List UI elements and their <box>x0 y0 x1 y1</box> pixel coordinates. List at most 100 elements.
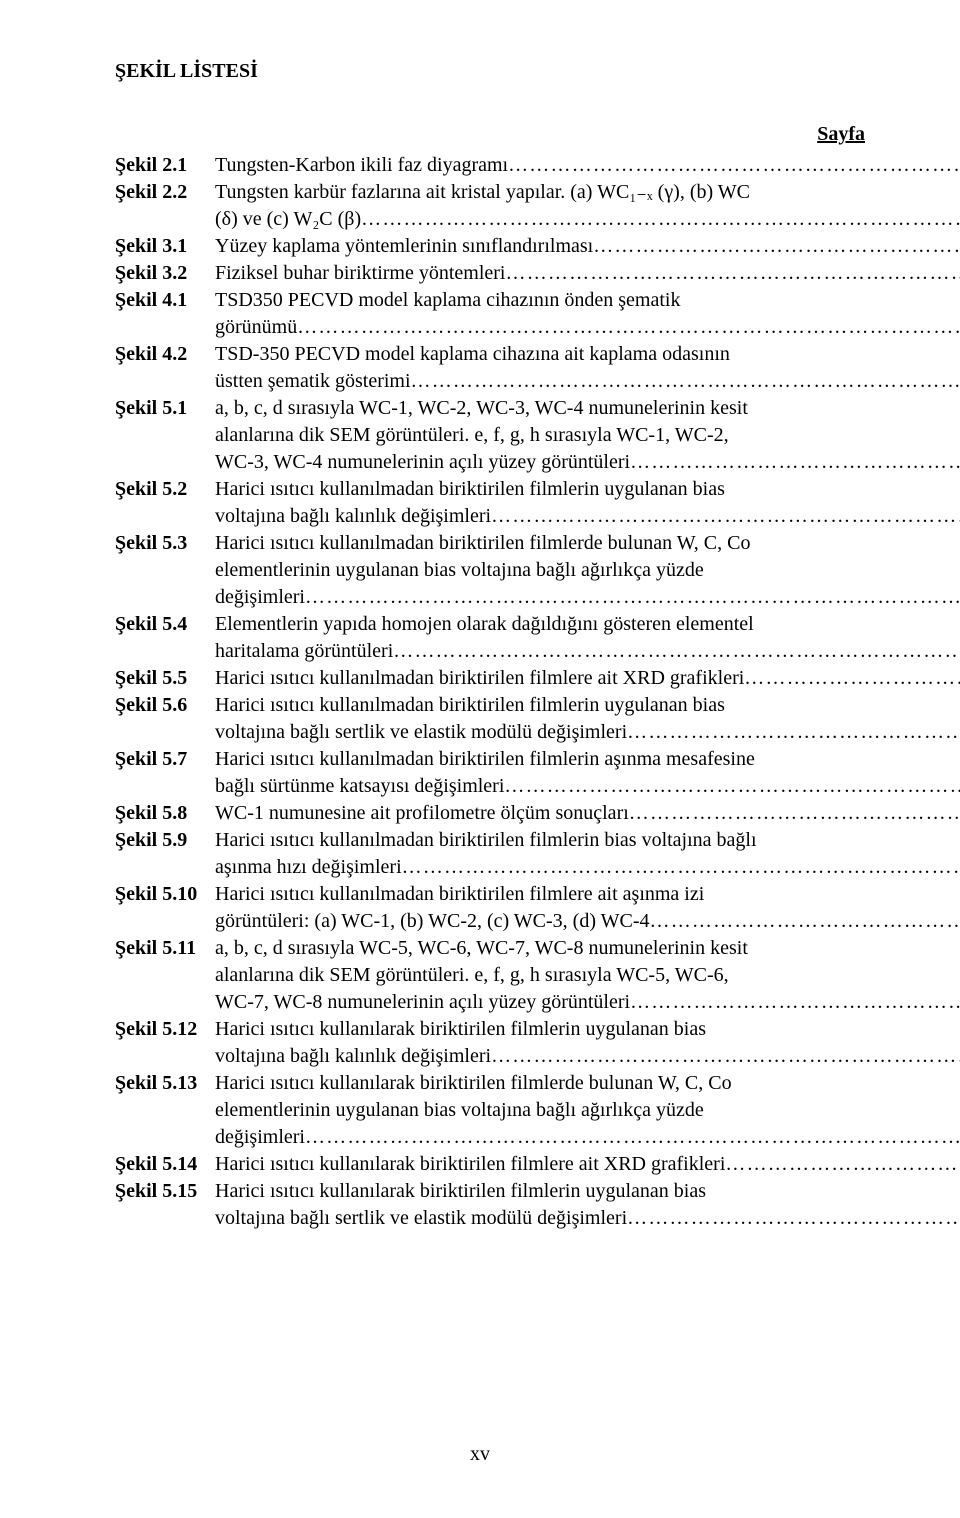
figure-description: a, b, c, d sırasıyla WC-1, WC-2, WC-3, W… <box>215 395 960 476</box>
figure-description-line: değişimleri……………………………………………………………………………… <box>215 584 960 611</box>
page-column-header: Sayfa <box>115 123 865 146</box>
figure-label: Şekil 5.7 <box>115 746 215 773</box>
figure-label: Şekil 5.12 <box>115 1016 215 1043</box>
figure-entry: Şekil 5.1a, b, c, d sırasıyla WC-1, WC-2… <box>115 395 865 476</box>
figure-description-text: voltajına bağlı sertlik ve elastik modül… <box>215 1205 627 1232</box>
dot-leader: …………………………………………………………………………………………………………… <box>393 638 960 665</box>
page-column-header-text: Sayfa <box>817 123 865 146</box>
figure-description-line: WC-1 numunesine ait profilometre ölçüm s… <box>215 800 960 827</box>
figure-entry: Şekil 5.4Elementlerin yapıda homojen ola… <box>115 611 865 665</box>
figure-description-text: voltajına bağlı kalınlık değişimleri <box>215 1043 491 1070</box>
figure-description-text: bağlı sürtünme katsayısı değişimleri <box>215 773 504 800</box>
figure-description: Harici ısıtıcı kullanılmadan biriktirile… <box>215 530 960 611</box>
figure-description-text: WC-1 numunesine ait profilometre ölçüm s… <box>215 800 629 827</box>
figure-description-text: Fiziksel buhar biriktirme yöntemleri <box>215 260 506 287</box>
figure-entry: Şekil 3.1Yüzey kaplama yöntemlerinin sın… <box>115 233 865 260</box>
figure-description-text: Harici ısıtıcı kullanılarak biriktirilen… <box>215 1151 725 1178</box>
figure-description-line: görünümü……………………………………………………………………………………… <box>215 314 960 341</box>
figure-description-line: voltajına bağlı kalınlık değişimleri…………… <box>215 1043 960 1070</box>
dot-leader: …………………………………………………………………………………………………………… <box>402 854 960 881</box>
document-page: ŞEKİL LİSTESİ Sayfa Şekil 2.1Tungsten-Ka… <box>0 0 960 1518</box>
dot-leader: …………………………………………………………………………………………………………… <box>630 989 960 1016</box>
figure-description-line: Elementlerin yapıda homojen olarak dağıl… <box>215 611 960 638</box>
figure-description-line: değişimleri……………………………………………………………………………… <box>215 1124 960 1151</box>
figure-description: TSD350 PECVD model kaplama cihazının önd… <box>215 287 960 341</box>
figure-description-text: Yüzey kaplama yöntemlerinin sınıflandırı… <box>215 233 593 260</box>
dot-leader: …………………………………………………………………………………………………………… <box>411 368 960 395</box>
figure-description-text: görüntüleri: (a) WC-1, (b) WC-2, (c) WC-… <box>215 908 650 935</box>
figure-label: Şekil 5.2 <box>115 476 215 503</box>
figure-description-text: Tungsten-Karbon ikili faz diyagramı <box>215 152 508 179</box>
figure-label: Şekil 5.9 <box>115 827 215 854</box>
figure-description-line: elementlerinin uygulanan bias voltajına … <box>215 1097 960 1124</box>
figure-description-line: Tungsten-Karbon ikili faz diyagramı……………… <box>215 152 960 179</box>
figure-description-line: haritalama görüntüleri………………………………………………… <box>215 638 960 665</box>
figure-entry: Şekil 5.2Harici ısıtıcı kullanılmadan bi… <box>115 476 865 530</box>
figure-entry: Şekil 5.6Harici ısıtıcı kullanılmadan bi… <box>115 692 865 746</box>
figure-description-text: voltajına bağlı kalınlık değişimleri <box>215 503 491 530</box>
figure-entry: Şekil 2.2Tungsten karbür fazlarına ait k… <box>115 179 865 233</box>
figure-description-text: (δ) ve (c) W₂C (β) <box>215 206 361 233</box>
figure-description-text: WC-7, WC-8 numunelerinin açılı yüzey gör… <box>215 989 630 1016</box>
figure-entry: Şekil 5.3Harici ısıtıcı kullanılmadan bi… <box>115 530 865 611</box>
figure-description-line: Yüzey kaplama yöntemlerinin sınıflandırı… <box>215 233 960 260</box>
figure-entry: Şekil 5.10Harici ısıtıcı kullanılmadan b… <box>115 881 865 935</box>
figure-description-line: Harici ısıtıcı kullanılmadan biriktirile… <box>215 665 960 692</box>
figure-description: Harici ısıtıcı kullanılmadan biriktirile… <box>215 665 960 692</box>
figure-description-line: Harici ısıtıcı kullanılarak biriktirilen… <box>215 1016 960 1043</box>
figure-description: Harici ısıtıcı kullanılarak biriktirilen… <box>215 1016 960 1070</box>
dot-leader: …………………………………………………………………………………………………………… <box>508 152 960 179</box>
dot-leader: …………………………………………………………………………………………………………… <box>361 206 960 233</box>
figure-label: Şekil 5.8 <box>115 800 215 827</box>
figure-label: Şekil 2.2 <box>115 179 215 206</box>
figure-description-text: görünümü <box>215 314 297 341</box>
figure-description-line: Harici ısıtıcı kullanılmadan biriktirile… <box>215 746 960 773</box>
figure-description-line: TSD-350 PECVD model kaplama cihazına ait… <box>215 341 960 368</box>
figure-description-line: Harici ısıtıcı kullanılmadan biriktirile… <box>215 692 960 719</box>
figure-description-text: voltajına bağlı sertlik ve elastik modül… <box>215 719 627 746</box>
figure-description-line: görüntüleri: (a) WC-1, (b) WC-2, (c) WC-… <box>215 908 960 935</box>
figure-description: Harici ısıtıcı kullanılmadan biriktirile… <box>215 746 960 800</box>
figure-description: Harici ısıtıcı kullanılmadan biriktirile… <box>215 692 960 746</box>
figure-description: Harici ısıtıcı kullanılmadan biriktirile… <box>215 827 960 881</box>
figure-label: Şekil 5.6 <box>115 692 215 719</box>
figure-description: Harici ısıtıcı kullanılarak biriktirilen… <box>215 1151 960 1178</box>
figure-entry: Şekil 5.7Harici ısıtıcı kullanılmadan bi… <box>115 746 865 800</box>
figure-description-line: Harici ısıtıcı kullanılarak biriktirilen… <box>215 1151 960 1178</box>
dot-leader: …………………………………………………………………………………………………………… <box>744 665 960 692</box>
figure-description-line: alanlarına dik SEM görüntüleri. e, f, g,… <box>215 962 960 989</box>
dot-leader: …………………………………………………………………………………………………………… <box>504 773 960 800</box>
figure-label: Şekil 5.10 <box>115 881 215 908</box>
figure-description-line: Tungsten karbür fazlarına ait kristal ya… <box>215 179 960 206</box>
figure-entry: Şekil 5.8WC-1 numunesine ait profilometr… <box>115 800 865 827</box>
dot-leader: …………………………………………………………………………………………………………… <box>593 233 960 260</box>
figure-description-line: Fiziksel buhar biriktirme yöntemleri…………… <box>215 260 960 287</box>
figure-description-line: voltajına bağlı sertlik ve elastik modül… <box>215 1205 960 1232</box>
figure-label: Şekil 5.15 <box>115 1178 215 1205</box>
figure-entry: Şekil 5.9Harici ısıtıcı kullanılmadan bi… <box>115 827 865 881</box>
figure-description-line: üstten şematik gösterimi…………………………………………… <box>215 368 960 395</box>
dot-leader: …………………………………………………………………………………………………………… <box>627 1205 960 1232</box>
figure-entry: Şekil 4.1TSD350 PECVD model kaplama ciha… <box>115 287 865 341</box>
figure-entry: Şekil 5.13Harici ısıtıcı kullanılarak bi… <box>115 1070 865 1151</box>
figure-description: Harici ısıtıcı kullanılmadan biriktirile… <box>215 476 960 530</box>
dot-leader: …………………………………………………………………………………………………………… <box>297 314 960 341</box>
figure-description-text: değişimleri <box>215 1124 305 1151</box>
figure-description-line: alanlarına dik SEM görüntüleri. e, f, g,… <box>215 422 960 449</box>
figure-label: Şekil 5.5 <box>115 665 215 692</box>
dot-leader: …………………………………………………………………………………………………………… <box>305 584 960 611</box>
figure-description-line: TSD350 PECVD model kaplama cihazının önd… <box>215 287 960 314</box>
dot-leader: …………………………………………………………………………………………………………… <box>725 1151 960 1178</box>
figure-list: Şekil 2.1Tungsten-Karbon ikili faz diyag… <box>115 152 865 1232</box>
dot-leader: …………………………………………………………………………………………………………… <box>491 503 960 530</box>
figure-entry: Şekil 5.5Harici ısıtıcı kullanılmadan bi… <box>115 665 865 692</box>
figure-description-line: Harici ısıtıcı kullanılmadan biriktirile… <box>215 827 960 854</box>
figure-description: Fiziksel buhar biriktirme yöntemleri…………… <box>215 260 960 287</box>
figure-label: Şekil 5.14 <box>115 1151 215 1178</box>
figure-entry: Şekil 4.2TSD-350 PECVD model kaplama cih… <box>115 341 865 395</box>
figure-description: Tungsten-Karbon ikili faz diyagramı……………… <box>215 152 960 179</box>
figure-label: Şekil 2.1 <box>115 152 215 179</box>
figure-description-line: (δ) ve (c) W₂C (β)…………………………………………………………… <box>215 206 960 233</box>
figure-description: Harici ısıtıcı kullanılarak biriktirilen… <box>215 1070 960 1151</box>
figure-description-line: Harici ısıtıcı kullanılmadan biriktirile… <box>215 476 960 503</box>
